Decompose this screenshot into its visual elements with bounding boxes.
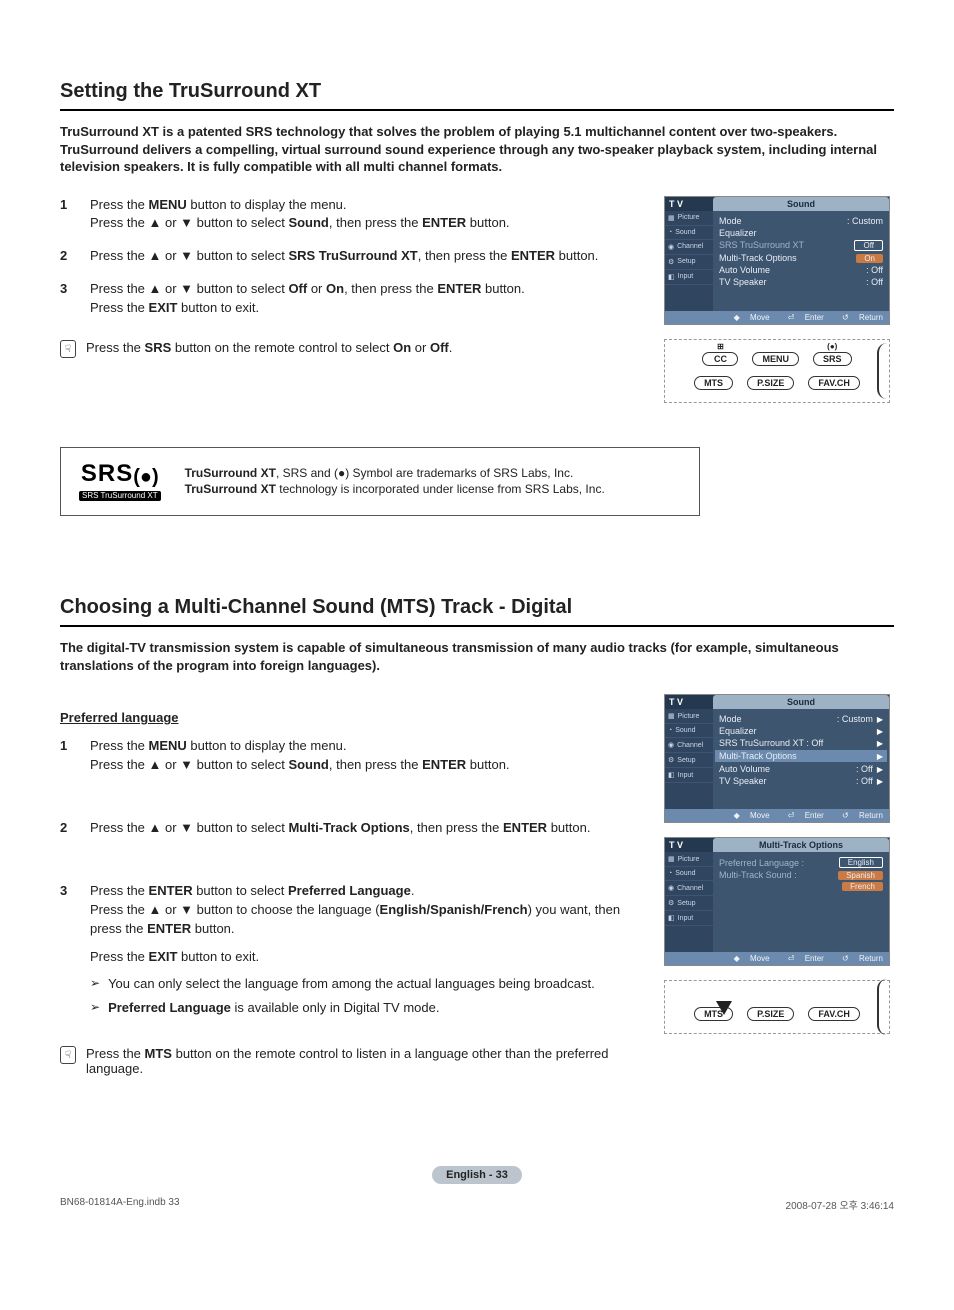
section2-intro: The digital-TV transmission system is ca… [60,639,894,674]
page-number-box: English - 33 [432,1166,522,1184]
doc-timestamp: 2008-07-28 오후 3:46:14 [786,1197,894,1212]
tip-text: Press the SRS button on the remote contr… [86,340,452,355]
osd-side-item: ⚙Setup [665,255,713,270]
osd-side-item: ▦Picture [665,211,713,226]
step-text: Press the MENU button to display the men… [90,737,510,805]
osd-option-french: French [842,882,883,891]
osd-multitrack-options: T V Multi-Track Options ▦Picture ◔Sound … [664,837,890,966]
osd-title: Multi-Track Options [713,838,889,852]
section1-steps: 1 Press the MENU button to display the m… [60,196,644,318]
step-text: Press the ENTER button to select Preferr… [90,882,644,1024]
remote-diagram: MTS P.SIZE FAV.CH [664,980,890,1034]
step-number: 3 [60,280,72,299]
tip-text: Press the MTS button on the remote contr… [86,1046,644,1076]
remote-icon: ☟ [60,1046,76,1064]
osd-title: Sound [713,197,889,211]
remote-diagram: ⊞CC MENU (●)SRS MTS P.SIZE FAV.CH [664,339,890,403]
step-number: 1 [60,196,72,215]
osd-tv-label: T V [665,838,713,852]
remote-favch-button: FAV.CH [808,1007,860,1021]
note-arrow-icon: ➢ [90,975,100,992]
remote-psize-button: P.SIZE [747,1007,794,1021]
srs-trademark-box: SRS(●) SRS TruSurround XT TruSurround XT… [60,447,700,517]
step-number: 2 [60,819,72,838]
section1-intro: TruSurround XT is a patented SRS technol… [60,123,894,176]
remote-mts-button: MTS [694,376,733,390]
srs-trademark-text: TruSurround XT, SRS and (●) Symbol are t… [185,465,605,499]
preferred-language-heading: Preferred language [60,710,644,725]
osd-tv-label: T V [665,197,713,211]
step-text: Press the ▲ or ▼ button to select SRS Tr… [90,247,598,266]
section2-title: Choosing a Multi-Channel Sound (MTS) Tra… [60,596,894,627]
note-list: ➢You can only select the language from a… [90,975,644,1017]
remote-srs-button: (●)SRS [813,352,852,366]
osd-option-on: On [856,254,883,263]
remote-favch-button: FAV.CH [808,376,860,390]
step-number: 3 [60,882,72,901]
remote-psize-button: P.SIZE [747,376,794,390]
step-number: 1 [60,737,72,756]
osd-option-english: English [839,857,883,868]
step-text: Press the ▲ or ▼ button to select Off or… [90,280,525,318]
doc-file-name: BN68-01814A-Eng.indb 33 [60,1197,180,1212]
osd-footer: ◆ Move ⏎ Enter ↺ Return [665,952,889,965]
osd-sidebar: ▦Picture ◔Sound ◉Channel ⚙Setup ◧Input [665,852,713,952]
step-text: Press the MENU button to display the men… [90,196,510,234]
osd-footer: ◆ Move ⏎ Enter ↺ Return [665,311,889,324]
remote-arrow-icon [716,1001,732,1023]
note-arrow-icon: ➢ [90,999,100,1016]
remote-cc-button: ⊞CC [702,352,738,366]
osd-option-spanish: Spanish [838,871,883,880]
osd-footer: ◆ Move ⏎ Enter ↺ Return [665,809,889,822]
remote-menu-button: MENU [752,352,799,366]
osd-option-off: Off [854,240,883,251]
osd-side-item: ◧Input [665,270,713,285]
remote-tip: ☟ Press the SRS button on the remote con… [60,340,644,358]
page-footer: English - 33 [60,1166,894,1184]
osd-sidebar: ▦Picture ◔Sound ◉Channel ⚙Setup ◧Input [665,709,713,809]
osd-sound-multitrack: T V Sound ▦Picture ◔Sound ◉Channel ⚙Setu… [664,694,890,823]
osd-sound-srs: T V Sound ▦Picture ◔Sound ◉Channel ⚙Setu… [664,196,890,325]
step-number: 2 [60,247,72,266]
osd-tv-label: T V [665,695,713,709]
remote-icon: ☟ [60,340,76,358]
osd-side-item: ◉Channel [665,240,713,255]
srs-logo: SRS(●) SRS TruSurround XT [79,462,161,502]
osd-sidebar: ▦Picture ◔Sound ◉Channel ⚙Setup ◧Input [665,211,713,311]
osd-title: Sound [713,695,889,709]
step-text: Press the ▲ or ▼ button to select Multi-… [90,819,590,868]
section1-title: Setting the TruSurround XT [60,80,894,111]
section2-steps: 1 Press the MENU button to display the m… [60,737,644,1023]
remote-tip: ☟ Press the MTS button on the remote con… [60,1046,644,1076]
document-footer: BN68-01814A-Eng.indb 33 2008-07-28 오후 3:… [60,1197,894,1212]
osd-side-item: ◔Sound [665,226,713,240]
